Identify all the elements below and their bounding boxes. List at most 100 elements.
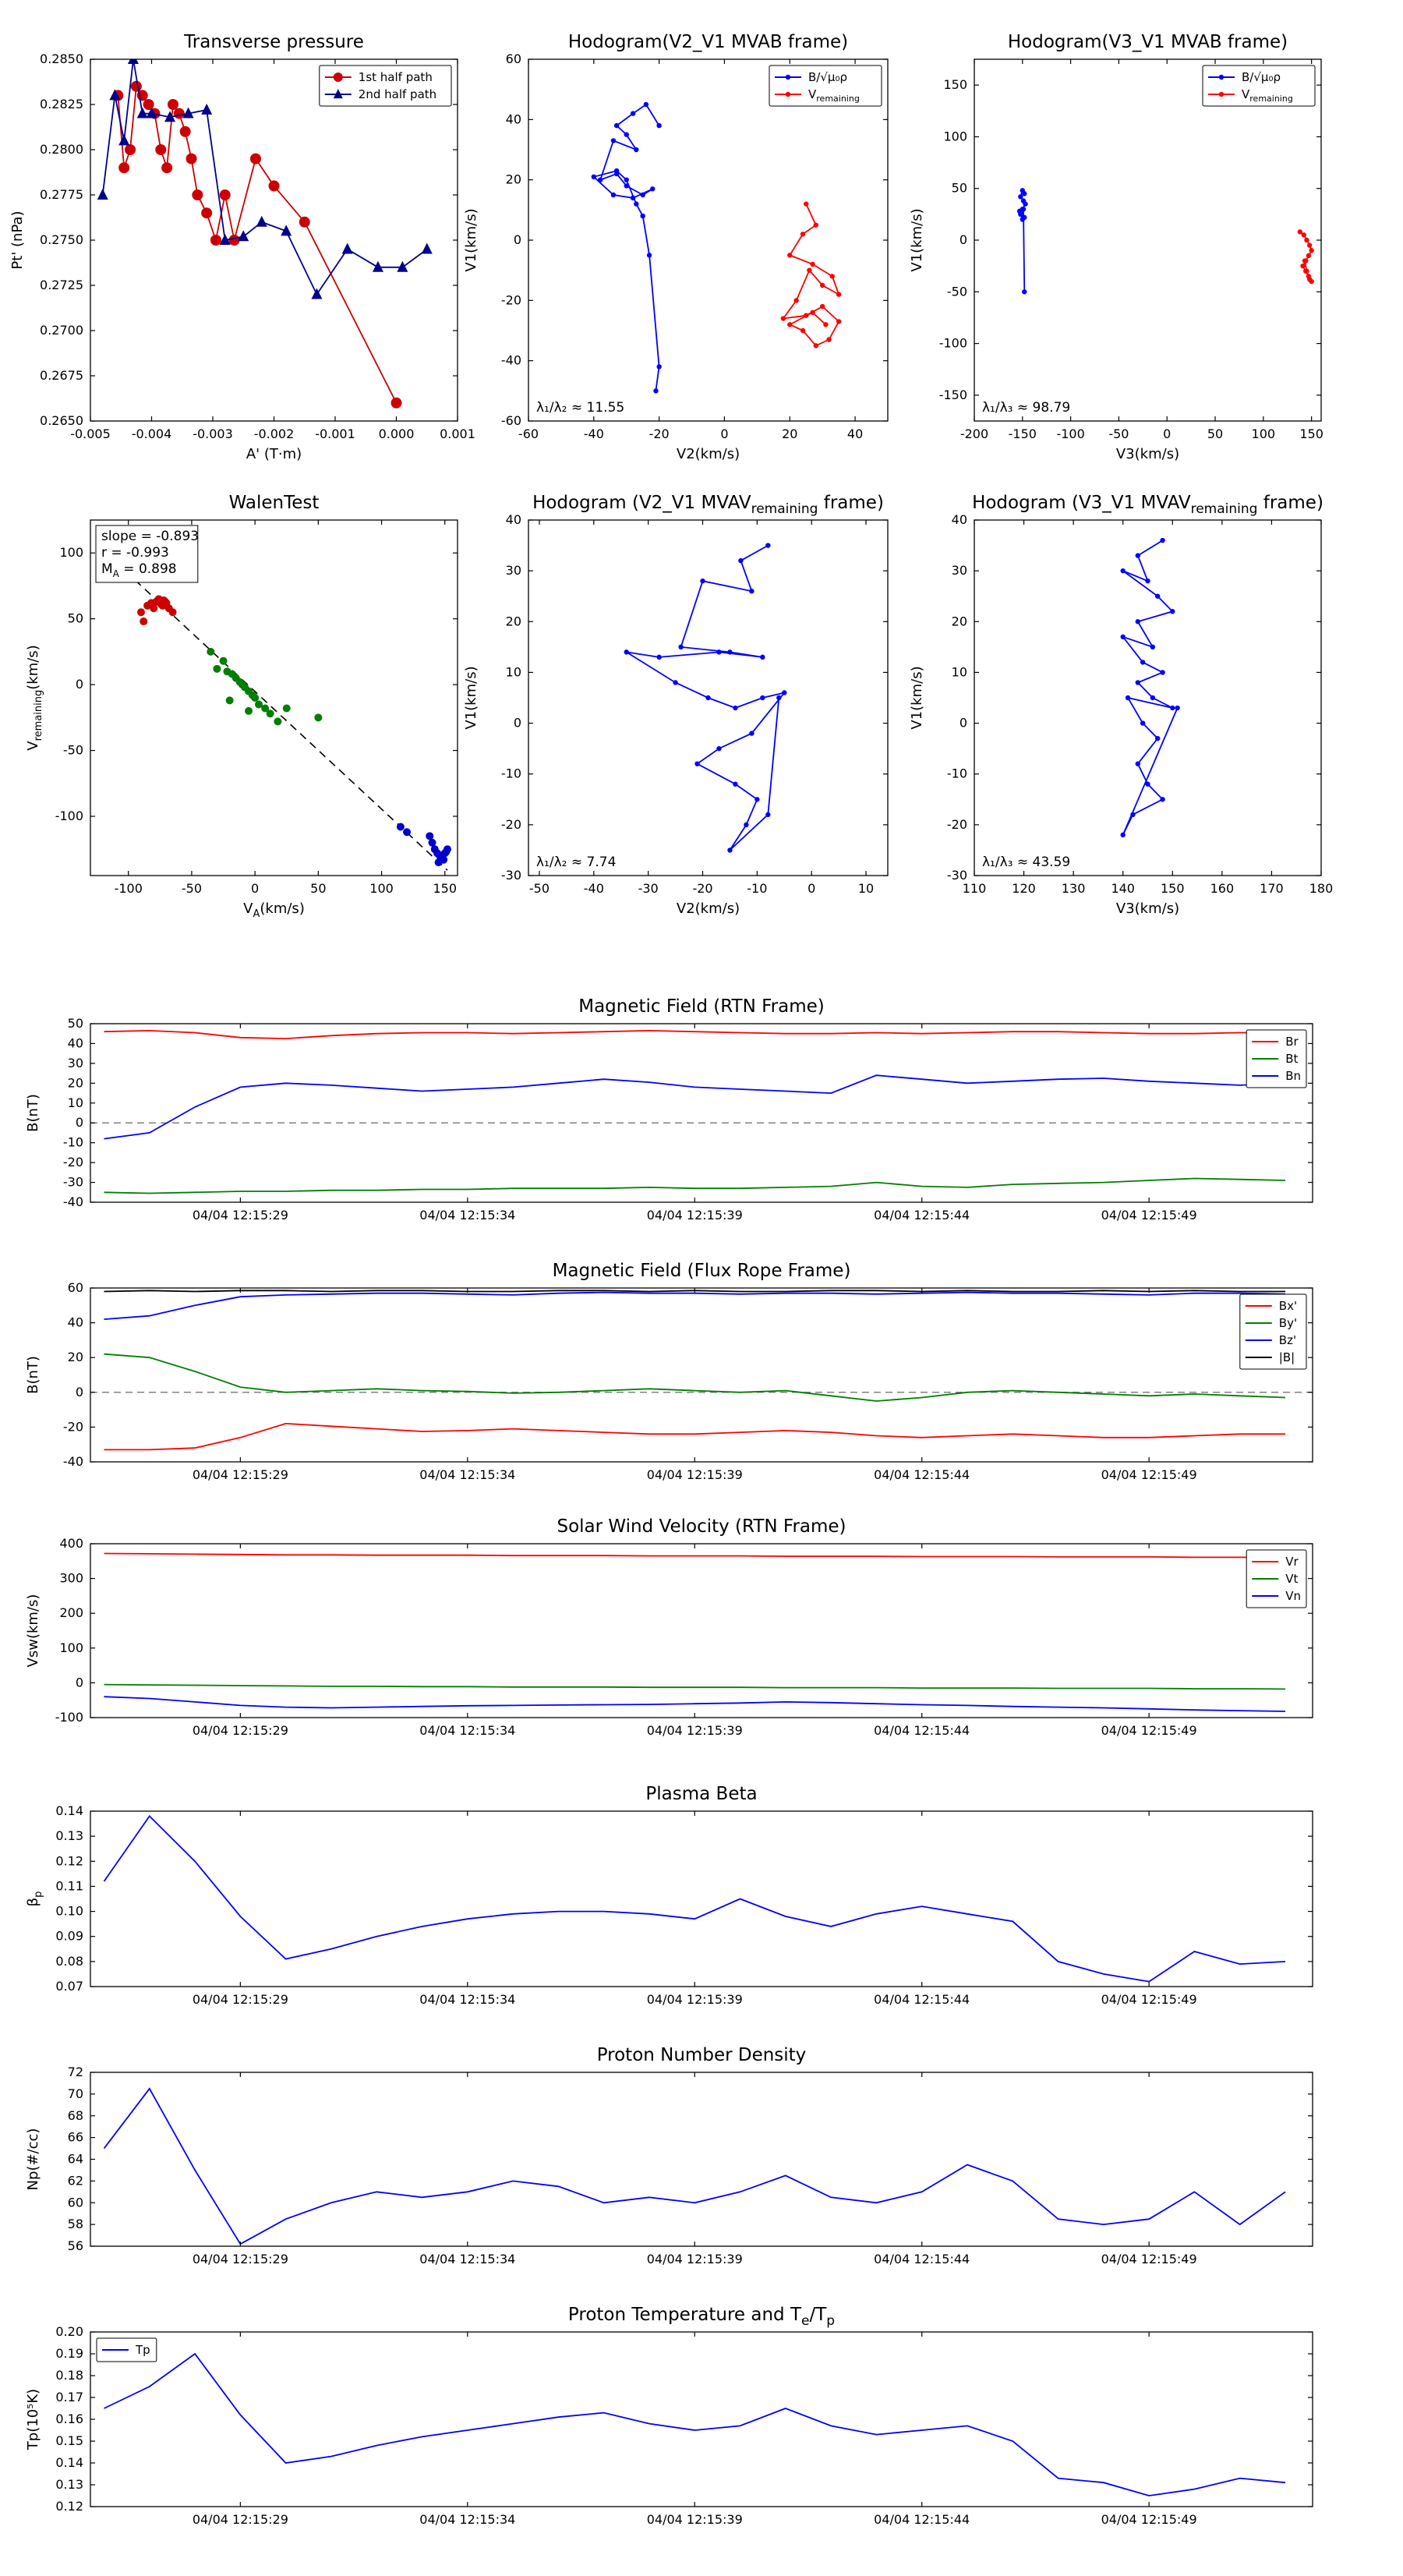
dot-marker <box>1160 797 1165 802</box>
svg-text:-100: -100 <box>55 809 83 823</box>
chart-ts2: 04/04 12:15:29 04/04 12:15:34 04/04 12:15:… <box>25 1261 1313 1482</box>
svg-text:50: 50 <box>1207 426 1223 441</box>
svg-text:04/04 12:15:39: 04/04 12:15:39 <box>647 1208 743 1223</box>
triangle-marker <box>136 107 148 119</box>
dot-marker <box>744 822 749 828</box>
dot-marker <box>1160 670 1165 675</box>
svg-text:V1(km/s): V1(km/s) <box>909 208 925 271</box>
svg-text:-30: -30 <box>63 1175 83 1190</box>
svg-text:130: 130 <box>1062 881 1086 896</box>
svg-text:0.2825: 0.2825 <box>40 97 83 111</box>
dot-marker <box>630 195 636 201</box>
dot-marker <box>282 704 291 713</box>
dot-marker <box>624 132 629 137</box>
dot-marker <box>136 608 145 617</box>
dot-marker <box>1135 761 1140 766</box>
svg-text:0.2650: 0.2650 <box>40 413 83 428</box>
dot-marker <box>1120 634 1126 640</box>
dot-marker <box>168 608 177 617</box>
svg-text:04/04 12:15:29: 04/04 12:15:29 <box>193 2252 288 2266</box>
svg-text:A' (T·m): A' (T·m) <box>246 446 302 462</box>
svg-text:04/04 12:15:44: 04/04 12:15:44 <box>874 2252 970 2266</box>
svg-text:λ₁/λ₂ ≈ 7.74: λ₁/λ₂ ≈ 7.74 <box>536 855 616 870</box>
dot-marker <box>1145 781 1150 787</box>
series-Bt <box>104 1177 1286 1194</box>
svg-text:Bt: Bt <box>1285 1052 1298 1066</box>
circle-marker <box>186 153 197 165</box>
dot-marker <box>640 213 645 219</box>
svg-text:Np(#/cc): Np(#/cc) <box>25 2128 41 2191</box>
series-group <box>1016 188 1314 295</box>
svg-text:0.07: 0.07 <box>55 1979 83 1994</box>
stats-box <box>95 525 199 583</box>
dot-marker <box>810 261 815 267</box>
svg-text:V3(km/s): V3(km/s) <box>1116 446 1179 462</box>
dot-marker <box>733 705 738 711</box>
svg-text:10: 10 <box>506 664 521 679</box>
svg-text:|B|: |B| <box>1279 1350 1295 1364</box>
svg-text:0: 0 <box>76 677 83 692</box>
dot-marker <box>1145 578 1150 584</box>
dot-marker <box>727 649 733 655</box>
circle-marker <box>299 216 310 228</box>
dot-marker <box>1135 619 1140 625</box>
axes-frame <box>90 1543 1313 1718</box>
svg-text:300: 300 <box>59 1571 83 1586</box>
dot-marker <box>314 713 323 722</box>
dot-marker <box>1020 217 1026 222</box>
dot-marker <box>787 322 793 327</box>
dot-marker <box>793 298 799 303</box>
svg-text:0: 0 <box>76 1385 83 1399</box>
svg-text:0: 0 <box>514 232 521 247</box>
svg-text:140: 140 <box>1111 881 1135 896</box>
svg-text:50: 50 <box>310 881 326 896</box>
svg-text:0.11: 0.11 <box>55 1878 83 1893</box>
axes-frame <box>90 2072 1313 2247</box>
axes-frame <box>528 58 889 422</box>
circle-marker <box>201 207 213 219</box>
dot-marker <box>643 101 649 108</box>
dot-marker <box>673 680 678 685</box>
dot-marker <box>716 649 722 655</box>
dot-marker <box>836 319 842 324</box>
svg-text:04/04 12:15:49: 04/04 12:15:49 <box>1101 1208 1197 1223</box>
svg-text:0: 0 <box>959 232 967 247</box>
svg-text:-100: -100 <box>55 1710 83 1725</box>
dot-marker <box>765 543 771 548</box>
triangle-marker <box>372 260 383 272</box>
svg-text:Vn: Vn <box>1285 1589 1301 1603</box>
chart-p2: -60 -40 -20 0 20 40 -60 -40 -20 0 20 40 60 Hodogram(V… <box>463 32 889 462</box>
svg-text:60: 60 <box>68 1280 83 1295</box>
svg-text:170: 170 <box>1260 881 1284 896</box>
dot-marker <box>630 111 636 116</box>
legend-box <box>1202 65 1316 107</box>
svg-text:400: 400 <box>59 1536 83 1551</box>
dot-marker <box>1020 207 1027 212</box>
svg-text:0.18: 0.18 <box>55 2368 83 2383</box>
svg-text:-40: -40 <box>584 426 604 441</box>
dot-marker <box>1170 609 1175 614</box>
dot-marker <box>705 695 711 701</box>
dot-marker <box>800 232 806 237</box>
dot-marker <box>640 192 645 198</box>
triangle-marker <box>127 59 139 64</box>
svg-text:Vremaining: Vremaining <box>1242 87 1293 104</box>
dot-marker <box>624 183 629 189</box>
svg-text:0.2800: 0.2800 <box>40 142 83 157</box>
dot-marker <box>1150 695 1156 701</box>
svg-text:58: 58 <box>68 2217 83 2231</box>
dot-marker <box>613 168 620 174</box>
svg-text:-50: -50 <box>529 881 550 896</box>
svg-text:-0.004: -0.004 <box>132 426 172 441</box>
svg-text:-0.001: -0.001 <box>315 426 355 441</box>
svg-text:0.10: 0.10 <box>55 1904 83 1919</box>
axes-frame <box>974 58 1322 422</box>
series-Vremaining <box>781 203 840 347</box>
svg-text:0.000: 0.000 <box>379 426 415 441</box>
svg-text:20: 20 <box>782 426 797 441</box>
svg-text:Hodogram(V2_V1 MVAB frame): Hodogram(V2_V1 MVAB frame) <box>568 32 848 52</box>
svg-text:04/04 12:15:49: 04/04 12:15:49 <box>1101 1992 1197 2007</box>
dot-marker <box>780 316 786 321</box>
dot-marker <box>1300 263 1306 269</box>
